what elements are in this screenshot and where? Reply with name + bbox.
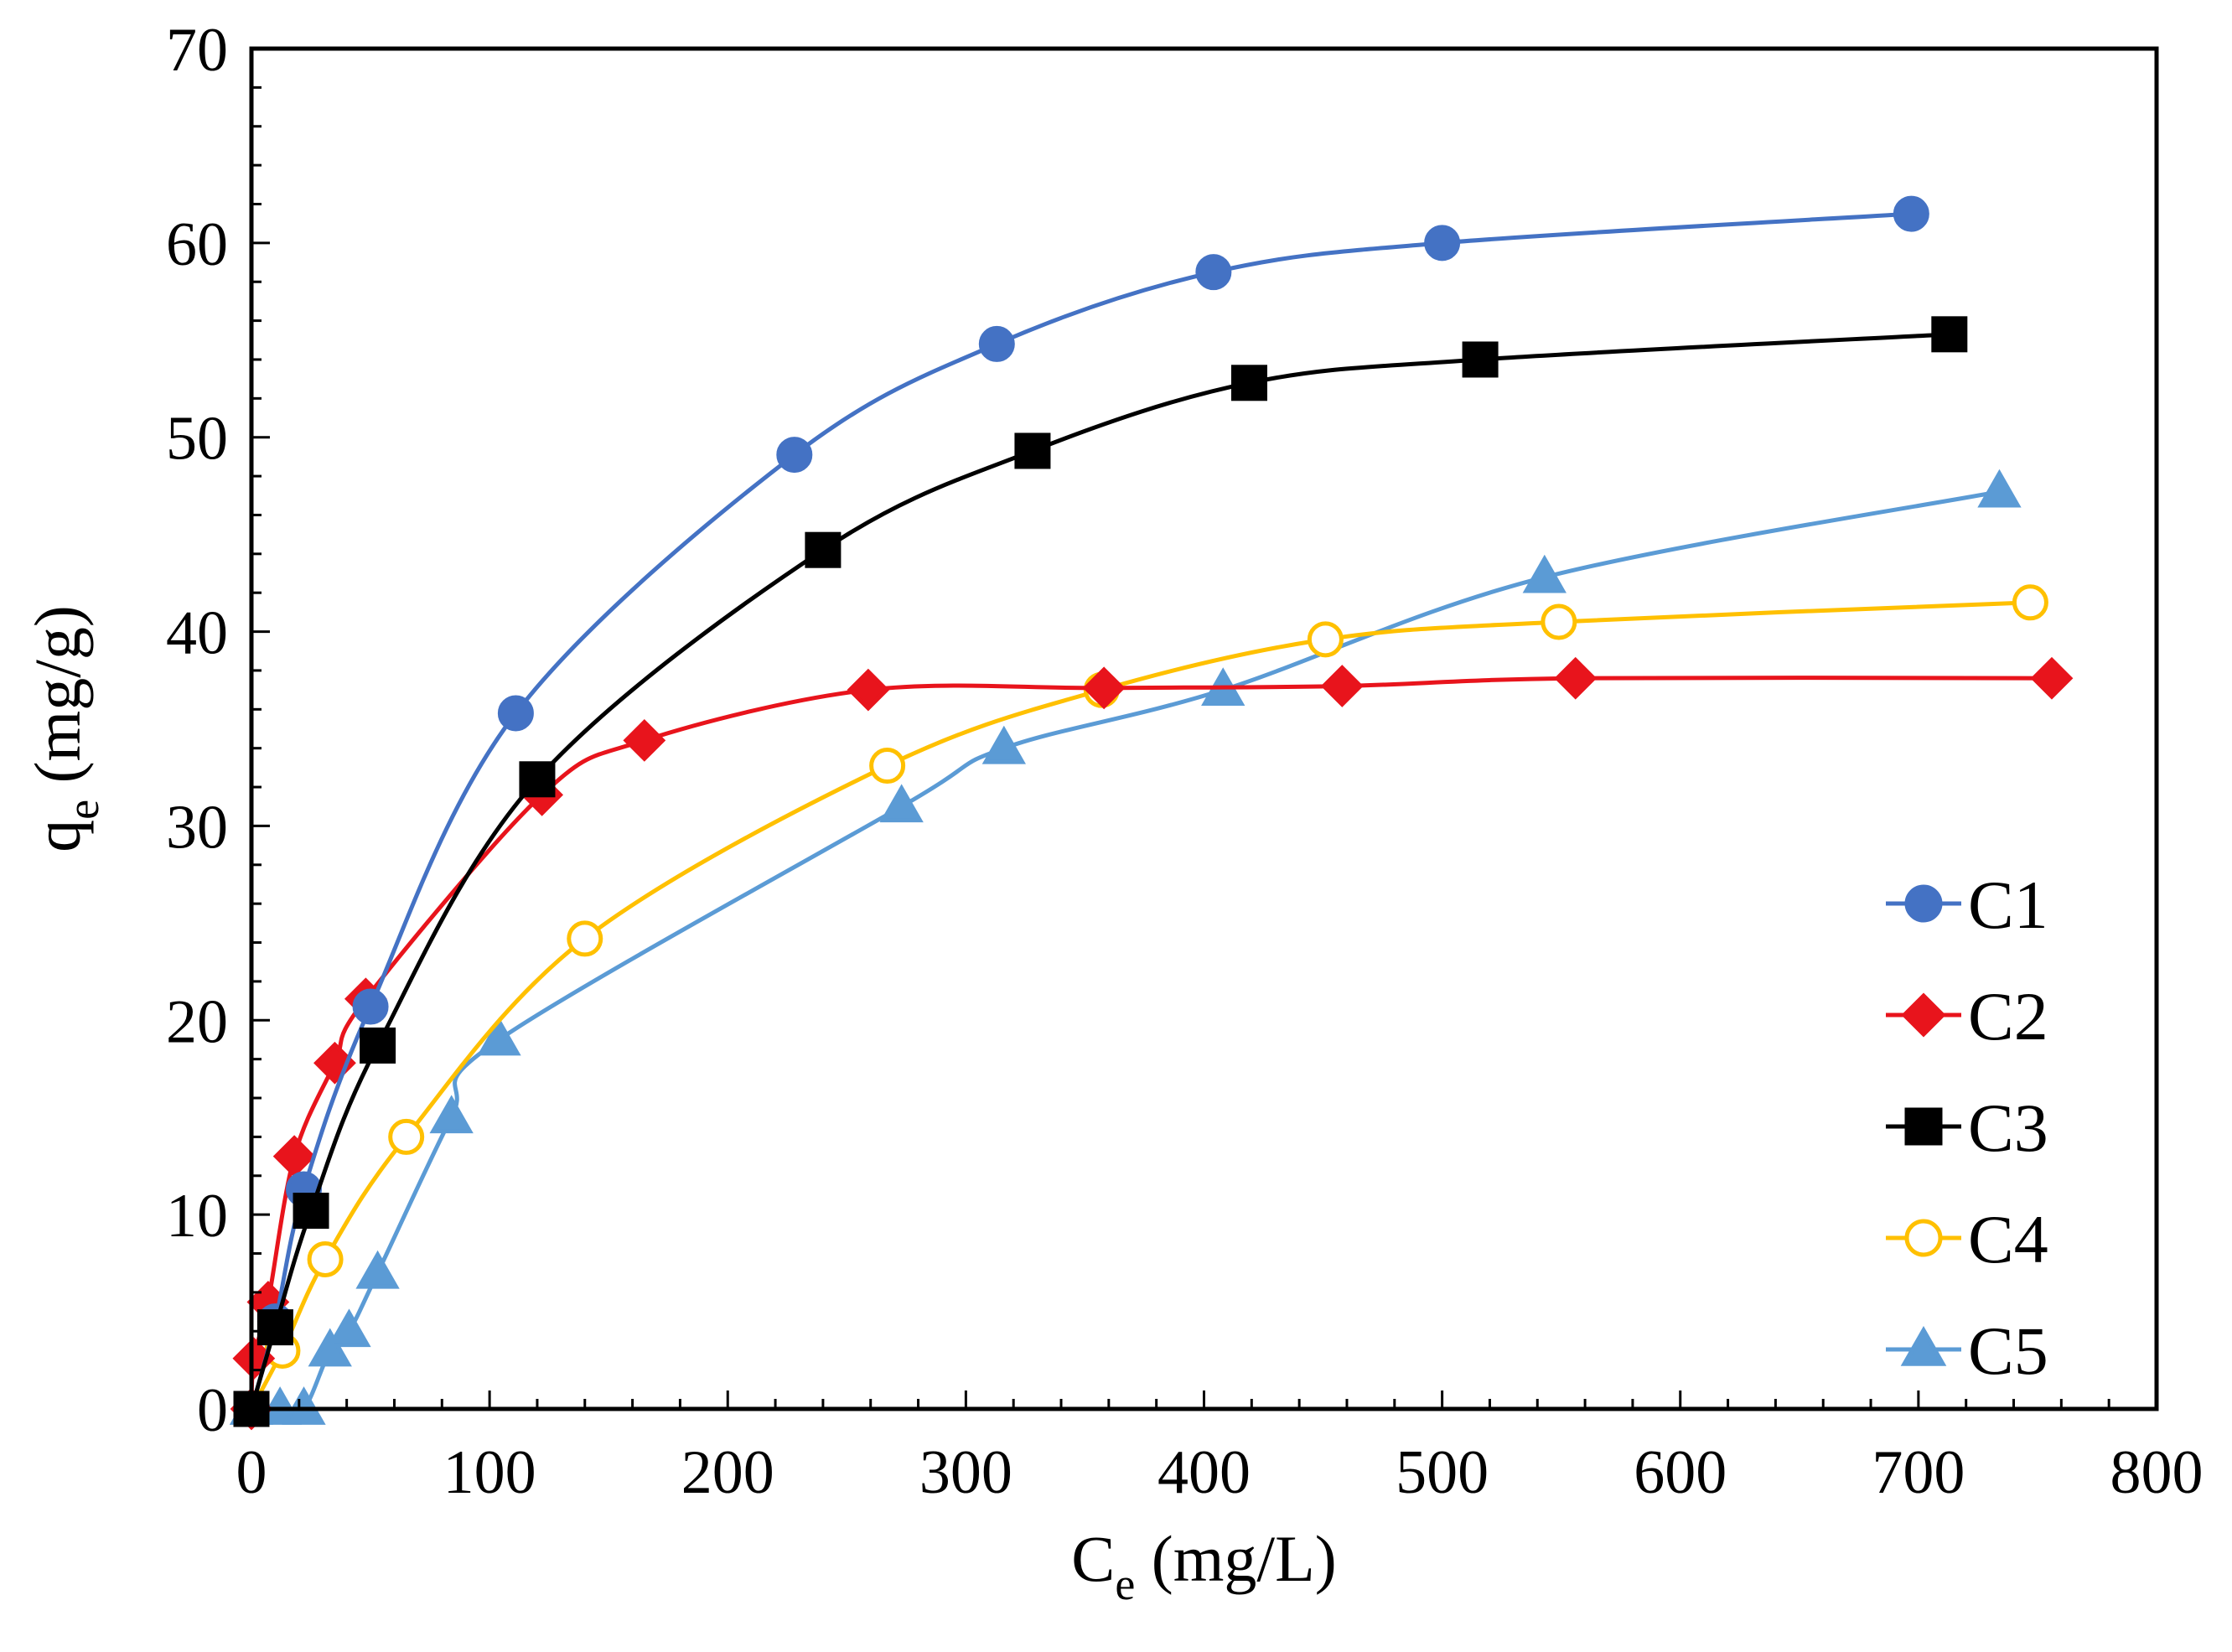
- y-tick-label: 70: [166, 16, 228, 85]
- data-point-c4: [307, 1240, 344, 1277]
- legend-item-c4: C4: [1886, 1201, 2048, 1277]
- data-point-c3: [1931, 316, 1968, 353]
- data-point-c5: [429, 1095, 474, 1134]
- y-tick-label: 0: [197, 1376, 228, 1445]
- y-axis-title: qe (mg/g): [21, 605, 108, 852]
- data-point-c5: [1522, 554, 1567, 593]
- x-axis-title: Ce (mg/L): [1071, 1522, 1336, 1609]
- data-point-c1: [776, 437, 813, 474]
- legend-label: C4: [1968, 1201, 2048, 1277]
- y-tick-label: 10: [166, 1182, 228, 1251]
- data-point-c5: [308, 1328, 352, 1367]
- y-axis-tick-labels: 0 10 20 30 40 50 60 70: [166, 16, 228, 1445]
- data-point-c1: [352, 988, 389, 1025]
- axis-ticks: [250, 47, 2158, 1411]
- legend-label: C3: [1968, 1090, 2048, 1166]
- data-point-c3: [1462, 341, 1499, 378]
- data-point-c2: [2030, 656, 2074, 700]
- data-point-c5: [327, 1308, 371, 1348]
- data-point-c1: [497, 695, 534, 732]
- data-point-c5: [981, 725, 1026, 764]
- y-tick-label: 50: [166, 405, 228, 474]
- x-tick-label: 400: [1157, 1438, 1251, 1507]
- data-point-c5: [477, 1017, 521, 1056]
- data-point-c4: [388, 1118, 425, 1155]
- legend-item-c2: C2: [1886, 978, 2048, 1054]
- data-point-c5: [282, 1386, 326, 1425]
- x-tick-label: 800: [2110, 1438, 2204, 1507]
- legend-item-c1: C1: [1886, 867, 2048, 943]
- data-point-c1: [978, 325, 1015, 362]
- x-tick-label: 200: [681, 1438, 774, 1507]
- data-point-c4: [1541, 603, 1577, 640]
- data-point-c3: [293, 1193, 329, 1230]
- data-point-c1: [1893, 195, 1929, 232]
- x-axis-tick-labels: 0 100 200 300 400 500 600 700 800: [236, 1438, 2204, 1507]
- data-point-c3: [1014, 432, 1051, 469]
- data-point-c5: [355, 1250, 400, 1289]
- data-point-c4: [2012, 584, 2048, 621]
- legend-label: C5: [1968, 1313, 2048, 1389]
- y-tick-label: 30: [166, 793, 228, 862]
- legend-marker: [1904, 1219, 1943, 1257]
- data-point-c3: [1230, 365, 1267, 401]
- x-tick-label: 0: [236, 1438, 267, 1507]
- data-point-c4: [567, 920, 603, 957]
- legend: C1 C2 C3 C4 C5: [1886, 867, 2048, 1389]
- data-point-c2: [1320, 665, 1364, 707]
- x-tick-label: 500: [1396, 1438, 1489, 1507]
- data-point-c4: [869, 748, 906, 785]
- legend-label: C2: [1968, 978, 2048, 1054]
- data-point-c1: [1424, 225, 1461, 262]
- x-tick-label: 300: [919, 1438, 1012, 1507]
- data-point-c2: [847, 668, 890, 712]
- data-point-c3: [805, 531, 842, 568]
- data-point-c3: [256, 1309, 293, 1346]
- data-point-c5: [1977, 469, 2022, 508]
- data-point-c2: [1554, 656, 1598, 700]
- y-tick-label: 40: [166, 599, 228, 668]
- x-tick-label: 100: [443, 1438, 536, 1507]
- data-point-c5: [879, 784, 924, 823]
- legend-marker: [1901, 992, 1946, 1038]
- legend-item-c5: C5: [1886, 1313, 2048, 1389]
- legend-marker: [1904, 1107, 1943, 1146]
- x-tick-label: 600: [1634, 1438, 1727, 1507]
- legend-label: C1: [1968, 867, 2048, 943]
- x-tick-label: 700: [1872, 1438, 1965, 1507]
- data-point-c3: [519, 761, 556, 798]
- legend-marker: [1900, 1325, 1947, 1366]
- legend-marker: [1904, 884, 1943, 923]
- y-tick-label: 60: [166, 210, 228, 279]
- data-point-c4: [1307, 621, 1344, 658]
- legend-item-c3: C3: [1886, 1090, 2048, 1166]
- data-point-c3: [360, 1027, 396, 1064]
- y-tick-label: 20: [166, 987, 228, 1056]
- data-point-c2: [623, 719, 666, 762]
- data-point-c1: [1195, 254, 1232, 291]
- data-point-c2: [1082, 666, 1126, 710]
